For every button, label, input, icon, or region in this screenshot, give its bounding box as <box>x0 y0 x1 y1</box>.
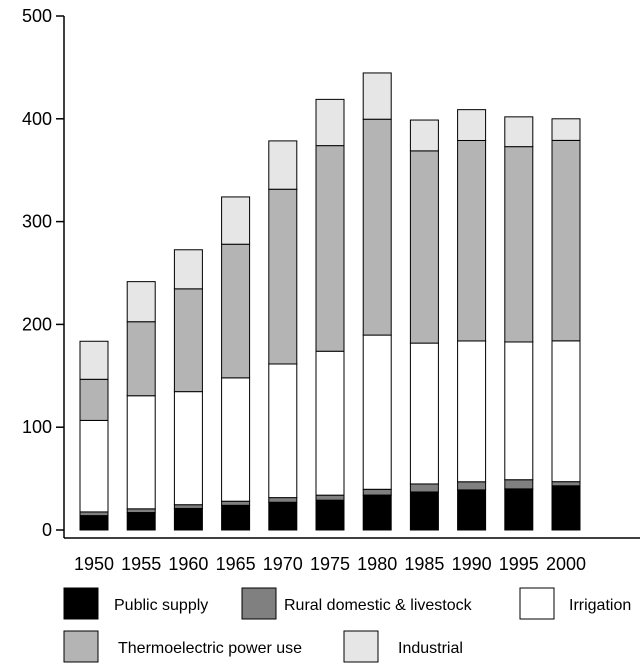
bar-segment-1990-series-2 <box>457 340 487 483</box>
y-tick-label: 200 <box>22 314 52 334</box>
x-tick-label: 1985 <box>404 554 444 574</box>
legend-swatch <box>63 587 99 620</box>
bar-segment-1950-series-2 <box>79 419 109 513</box>
bar-segment-1955-series-0 <box>126 512 156 531</box>
y-tick-label: 400 <box>22 109 52 129</box>
bar-segment-1965-series-4 <box>221 196 251 245</box>
bar-segment-1980-series-3 <box>362 118 392 336</box>
legend-label: Industrial <box>398 640 463 657</box>
bar-segment-1965-series-1 <box>221 500 251 506</box>
bar-segment-2000-series-2 <box>551 340 581 483</box>
legend-swatch <box>63 630 99 663</box>
x-axis-tick-labels: 1950 1955 1960 1965 1970 1975 1980 1985 1990 1995… <box>74 554 586 574</box>
bar-segment-1965-series-3 <box>221 243 251 379</box>
bar-segment-1970-series-4 <box>268 140 298 190</box>
bar-segment-1990-series-1 <box>457 481 487 491</box>
bar-segment-1970-series-0 <box>268 501 298 531</box>
bar-segment-1955-series-2 <box>126 395 156 510</box>
y-tick-label: 300 <box>22 212 52 232</box>
x-tick-label: 1980 <box>357 554 397 574</box>
bar-segment-1975-series-1 <box>315 494 345 501</box>
bar-segment-1985-series-4 <box>409 119 439 152</box>
bar-segment-1990-series-3 <box>457 139 487 342</box>
y-tick-label: 500 <box>22 6 52 26</box>
legend-swatch <box>343 630 379 663</box>
chart-bars <box>79 72 581 531</box>
bar-segment-1980-series-1 <box>362 488 392 496</box>
bar-segment-1990-series-4 <box>457 109 487 141</box>
bar-segment-1950-series-3 <box>79 378 109 421</box>
bar-segment-1965-series-2 <box>221 377 251 502</box>
bar-segment-1950-series-4 <box>79 340 109 380</box>
bar-segment-1980-series-2 <box>362 334 392 490</box>
bar-segment-1985-series-3 <box>409 150 439 344</box>
y-tick-label: 100 <box>22 417 52 437</box>
bar-segment-1960-series-0 <box>173 507 203 531</box>
bar-segment-1950-series-0 <box>79 515 109 531</box>
x-tick-label: 1950 <box>74 554 114 574</box>
x-tick-label: 1975 <box>310 554 350 574</box>
bar-segment-1995-series-0 <box>504 488 534 531</box>
bar-segment-1980-series-0 <box>362 494 392 531</box>
bar-segment-1990-series-0 <box>457 489 487 531</box>
bar-segment-2000-series-0 <box>551 485 581 531</box>
x-tick-label: 1995 <box>499 554 539 574</box>
bar-segment-1955-series-1 <box>126 508 156 514</box>
bar-segment-2000-series-4 <box>551 118 581 141</box>
bar-segment-1980-series-4 <box>362 72 392 120</box>
bar-segment-1960-series-1 <box>173 504 203 509</box>
legend-swatch <box>519 587 555 620</box>
bar-segment-1975-series-2 <box>315 350 345 496</box>
bar-segment-1970-series-2 <box>268 363 298 499</box>
bar-segment-1960-series-3 <box>173 288 203 393</box>
bar-segment-1965-series-0 <box>221 504 251 531</box>
x-tick-label: 1960 <box>168 554 208 574</box>
bar-segment-1995-series-3 <box>504 146 534 343</box>
bar-segment-1970-series-1 <box>268 497 298 503</box>
x-tick-label: 1955 <box>121 554 161 574</box>
x-tick-label: 2000 <box>546 554 586 574</box>
x-tick-label: 1990 <box>452 554 492 574</box>
bar-segment-1960-series-2 <box>173 391 203 506</box>
bar-segment-1955-series-3 <box>126 321 156 397</box>
x-tick-label: 1965 <box>216 554 256 574</box>
bar-segment-2000-series-3 <box>551 139 581 342</box>
bar-segment-1995-series-4 <box>504 116 534 148</box>
bar-segment-1985-series-1 <box>409 483 439 493</box>
bar-segment-1975-series-3 <box>315 145 345 352</box>
bar-segment-2000-series-1 <box>551 481 581 487</box>
x-tick-label: 1970 <box>263 554 303 574</box>
bar-segment-1955-series-4 <box>126 281 156 323</box>
legend-label: Rural domestic & livestock <box>284 597 473 614</box>
legend-label: Irrigation <box>569 597 631 614</box>
legend-label: Thermoelectric power use <box>118 640 302 657</box>
bar-segment-1975-series-0 <box>315 499 345 531</box>
bar-segment-1995-series-1 <box>504 479 534 490</box>
legend-label: Public supply <box>114 597 208 614</box>
chart-legend: Public supply Rural domestic & livestock I… <box>63 587 631 663</box>
bar-segment-1975-series-4 <box>315 98 345 147</box>
bar-segment-1985-series-0 <box>409 491 439 531</box>
bar-segment-1970-series-3 <box>268 188 298 365</box>
y-tick-label: 0 <box>42 520 52 540</box>
bar-segment-1960-series-4 <box>173 249 203 290</box>
bar-segment-1950-series-1 <box>79 511 109 517</box>
legend-swatch <box>241 587 277 620</box>
chart-axes: 0 100 200 300 400 500 <box>22 6 640 540</box>
bar-segment-1995-series-2 <box>504 341 534 481</box>
bar-segment-1985-series-2 <box>409 342 439 485</box>
